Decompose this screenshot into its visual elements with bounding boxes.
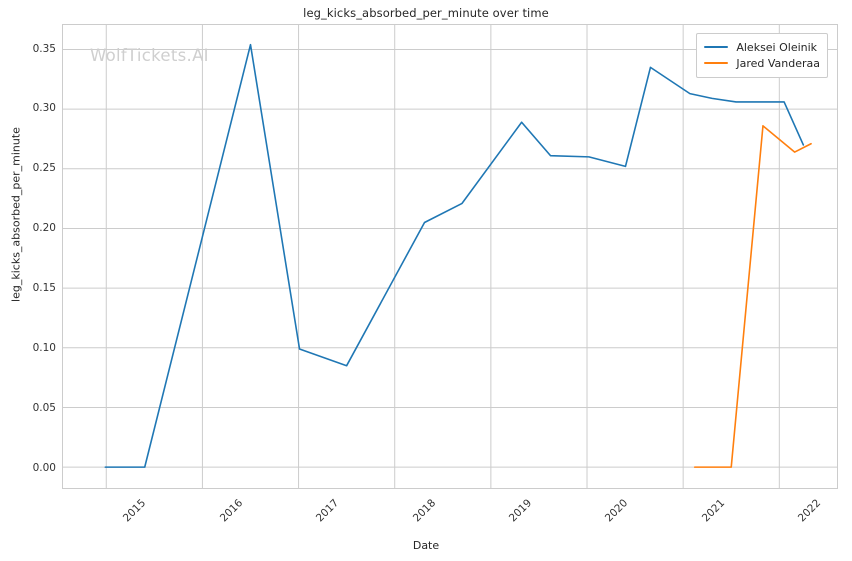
x-tick-label: 2019	[506, 497, 535, 525]
x-tick-label: 2020	[603, 497, 631, 525]
legend-swatch-jared-vanderaa	[704, 61, 729, 65]
gridlines	[63, 25, 837, 488]
y-tick-label: 0.10	[32, 342, 56, 355]
chart-title: leg_kicks_absorbed_per_minute over time	[303, 6, 549, 20]
legend-label-jared-vanderaa: Jared Vanderaa	[736, 56, 820, 70]
plot-area: WolfTickets.AI Aleksei Oleinik Jared Van…	[62, 24, 838, 489]
x-axis-label: Date	[412, 539, 440, 552]
series-line-jared-vanderaa	[693, 125, 812, 468]
legend-swatch-aleksei-oleinik	[704, 45, 729, 49]
x-tick-label: 2015	[121, 497, 149, 525]
legend-item-aleksei-oleinik[interactable]: Aleksei Oleinik	[704, 39, 820, 55]
legend-item-jared-vanderaa[interactable]: Jared Vanderaa	[704, 55, 820, 71]
legend-label-aleksei-oleinik: Aleksei Oleinik	[736, 40, 818, 54]
x-tick-label: 2022	[795, 497, 824, 525]
x-tick-label: 2018	[410, 497, 438, 525]
y-tick-label: 0.25	[32, 162, 56, 175]
y-axis-label: leg_kicks_absorbed_per_minute	[9, 127, 23, 302]
series-lines	[104, 43, 812, 468]
y-tick-label: 0.15	[32, 282, 56, 295]
y-tick-label: 0.05	[32, 402, 56, 415]
x-tick-label: 2021	[699, 497, 727, 525]
y-tick-label: 0.00	[32, 462, 56, 475]
y-tick-label: 0.20	[32, 222, 56, 235]
series-line-aleksei-oleinik	[104, 43, 805, 468]
watermark-layer: WolfTickets.AI	[63, 25, 837, 488]
x-tick-label: 2016	[217, 497, 245, 525]
x-tick-label: 2017	[314, 497, 342, 525]
watermark-text: WolfTickets.AI	[90, 46, 209, 65]
chart-legend[interactable]: Aleksei Oleinik Jared Vanderaa	[696, 33, 828, 78]
y-tick-label: 0.35	[32, 42, 56, 55]
y-tick-label: 0.30	[32, 102, 56, 115]
